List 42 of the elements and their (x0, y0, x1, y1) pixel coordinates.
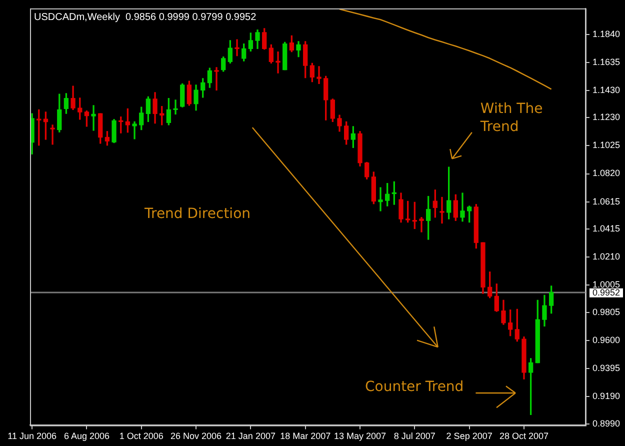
y-tick-label: 0.9395 (592, 362, 620, 373)
candlestick (214, 67, 219, 90)
annotation: Trend Direction (144, 206, 251, 222)
candlestick (50, 124, 55, 145)
y-tick-label: 0.9190 (592, 390, 620, 401)
candlestick (173, 100, 178, 114)
y-tick-label: 1.1430 (592, 84, 620, 95)
y-tick-label: 1.1635 (592, 56, 620, 67)
x-tick-label: 18 Mar 2007 (280, 431, 331, 442)
candlestick (132, 121, 137, 140)
x-tick-label: 21 Jan 2007 (226, 431, 276, 442)
x-tick-label: 6 Aug 2006 (64, 431, 110, 442)
candlestick (316, 66, 322, 84)
x-tick-label: 8 Jul 2007 (394, 431, 436, 442)
y-tick-label: 1.0415 (592, 224, 620, 234)
x-tick-label: 1 Oct 2006 (119, 431, 164, 442)
x-tick-label: 28 Oct 2007 (499, 431, 549, 442)
y-tick-label: 1.1840 (592, 28, 620, 39)
candlestick (276, 52, 280, 74)
x-tick-label: 2 Sep 2007 (446, 431, 492, 442)
candlestick (460, 192, 465, 222)
annotation: With The Trend (480, 100, 544, 136)
y-tick-label: 0.9805 (592, 306, 620, 317)
annotation: Counter Trend (364, 379, 464, 396)
ref-line-label: 0.9952 (592, 287, 620, 298)
y-tick-label: 1.0005 (592, 280, 620, 290)
x-tick-label: 26 Nov 2006 (170, 431, 222, 442)
candlestick (234, 39, 240, 56)
y-tick-label: 1.0210 (592, 252, 620, 262)
y-tick-label: 0.8990 (592, 418, 620, 428)
x-tick-label: 13 May 2007 (334, 431, 386, 442)
candlestick (378, 187, 383, 212)
y-tick-label: 0.9600 (592, 334, 620, 345)
y-tick-label: 1.1025 (592, 140, 620, 150)
y-tick-label: 1.0820 (592, 168, 620, 178)
chart-title: USDCADm,Weekly 0.9856 0.9999 0.9799 0.9952 (34, 12, 257, 24)
x-tick-label: 11 Jun 2006 (8, 431, 56, 442)
candlestick (440, 196, 444, 224)
y-tick-label: 1.0615 (592, 196, 620, 206)
candlestick (419, 217, 424, 232)
candlestick (91, 105, 96, 131)
y-tick-label: 1.1230 (592, 112, 620, 122)
